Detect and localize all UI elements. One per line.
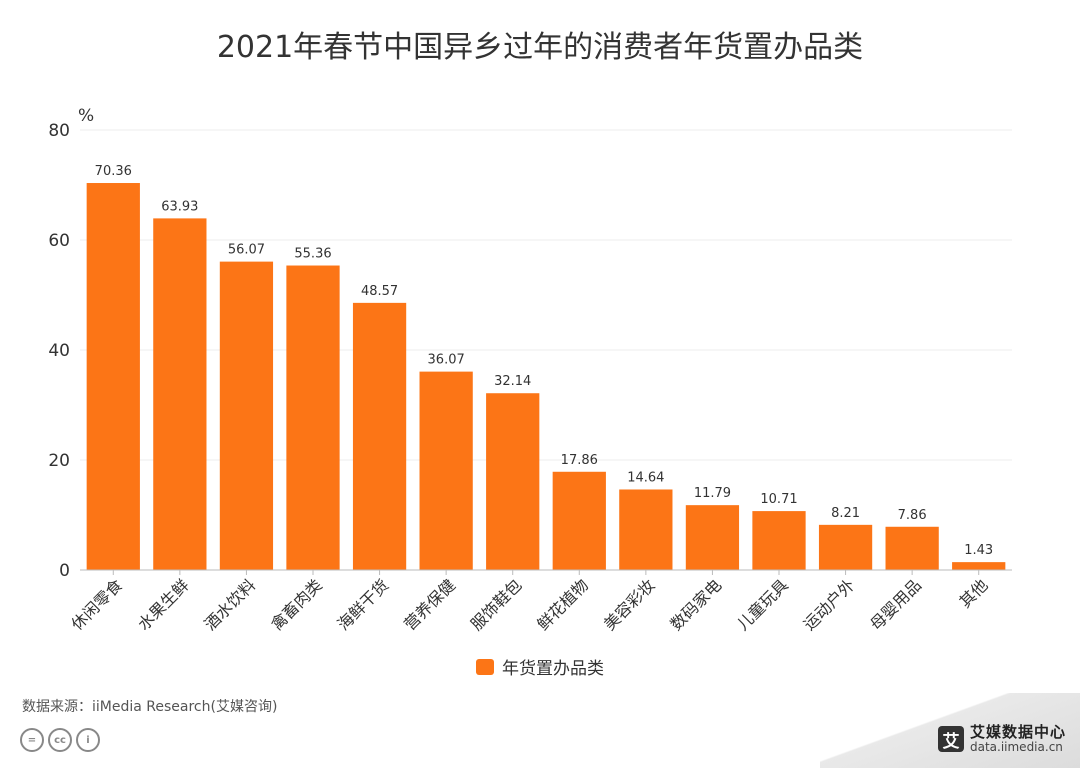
chart-title: 2021年春节中国异乡过年的消费者年货置办品类	[216, 30, 864, 65]
legend[interactable]: 年货置办品类	[0, 654, 1080, 679]
cc-icon: cc	[48, 728, 72, 752]
bar[interactable]	[685, 505, 740, 570]
brand-url: data.iimedia.cn	[969, 739, 1063, 754]
bar-value-label: 63.93	[161, 199, 198, 214]
bar[interactable]	[952, 562, 1006, 570]
bar-value-label: 70.36	[95, 164, 132, 179]
bar-value-label: 32.14	[494, 374, 531, 389]
x-tick-label: 水果生鲜	[134, 575, 193, 634]
bar-value-label: 7.86	[898, 508, 927, 523]
bars	[86, 183, 1006, 570]
bar[interactable]	[86, 183, 140, 570]
brand-logo-icon: 艾	[937, 726, 964, 753]
bar-value-label: 1.43	[964, 543, 993, 558]
x-tick-label: 海鲜干货	[334, 575, 393, 634]
bar[interactable]	[352, 302, 407, 570]
x-tick-label: 其他	[955, 575, 991, 611]
y-tick-label: 60	[48, 231, 70, 251]
brand-logo-block: 艾 艾媒数据中心 data.iimedia.cn	[937, 724, 1066, 754]
bar-value-label: 14.64	[627, 470, 664, 485]
bar-value-label: 56.07	[228, 243, 265, 258]
y-axis-ticks: 0 20 40 60 80	[48, 121, 70, 581]
legend-label: 年货置办品类	[502, 659, 604, 679]
y-axis-unit-label: %	[78, 106, 94, 126]
bar[interactable]	[885, 526, 939, 570]
bar-chart: 0 20 40 60 80 % 70.36 63.93 56.07 55.36 48.57 36.…	[48, 106, 1012, 634]
y-tick-label: 80	[48, 121, 70, 141]
person-icon: i	[76, 728, 100, 752]
value-labels: 70.36 63.93 56.07 55.36 48.57 36.07 32.14 17.86…	[95, 164, 994, 558]
bar[interactable]	[552, 471, 606, 570]
equals-icon: =	[20, 728, 44, 752]
x-axis-ticks: 休闲零食 水果生鲜 酒水饮料 禽畜肉类 海鲜干货 营养保健 服饰鞋包 鲜花植物 美容彩妆 数码家电…	[67, 570, 992, 634]
bar[interactable]	[219, 261, 274, 570]
x-tick-label: 母婴用品	[866, 575, 925, 634]
x-tick-label: 禽畜肉类	[267, 575, 326, 634]
bar[interactable]	[486, 393, 540, 570]
x-tick-label: 运动户外	[800, 575, 859, 634]
bar-value-label: 10.71	[760, 492, 797, 507]
x-tick-label: 营养保健	[400, 575, 459, 634]
x-tick-label: 休闲零食	[67, 575, 126, 634]
data-source: 数据来源：iiMedia Research(艾媒咨询)	[22, 699, 278, 715]
y-tick-label: 20	[48, 451, 70, 471]
y-tick-label: 40	[48, 341, 70, 361]
brand-text: 艾媒数据中心 data.iimedia.cn	[970, 724, 1066, 754]
x-tick-label: 儿童玩具	[733, 575, 792, 634]
bar[interactable]	[752, 511, 806, 570]
bar-value-label: 55.36	[294, 247, 331, 262]
bar-value-label: 36.07	[428, 353, 465, 368]
bar[interactable]	[619, 489, 673, 570]
x-tick-label: 服饰鞋包	[467, 575, 526, 634]
x-tick-label: 鲜花植物	[533, 575, 592, 634]
x-tick-label: 美容彩妆	[600, 575, 659, 634]
bar[interactable]	[818, 524, 873, 570]
bar-value-label: 48.57	[361, 284, 398, 299]
license-icons: = cc i	[20, 728, 100, 752]
y-tick-label: 0	[59, 561, 70, 581]
bar[interactable]	[286, 265, 340, 570]
x-tick-label: 数码家电	[667, 575, 726, 634]
bar-value-label: 11.79	[694, 486, 731, 501]
bar-value-label: 17.86	[561, 453, 598, 468]
brand-name: 艾媒数据中心	[969, 723, 1066, 742]
legend-swatch	[476, 658, 494, 675]
x-tick-label: 酒水饮料	[201, 575, 260, 634]
bar[interactable]	[419, 371, 473, 570]
bar[interactable]	[153, 218, 207, 570]
bar-value-label: 8.21	[831, 506, 860, 521]
